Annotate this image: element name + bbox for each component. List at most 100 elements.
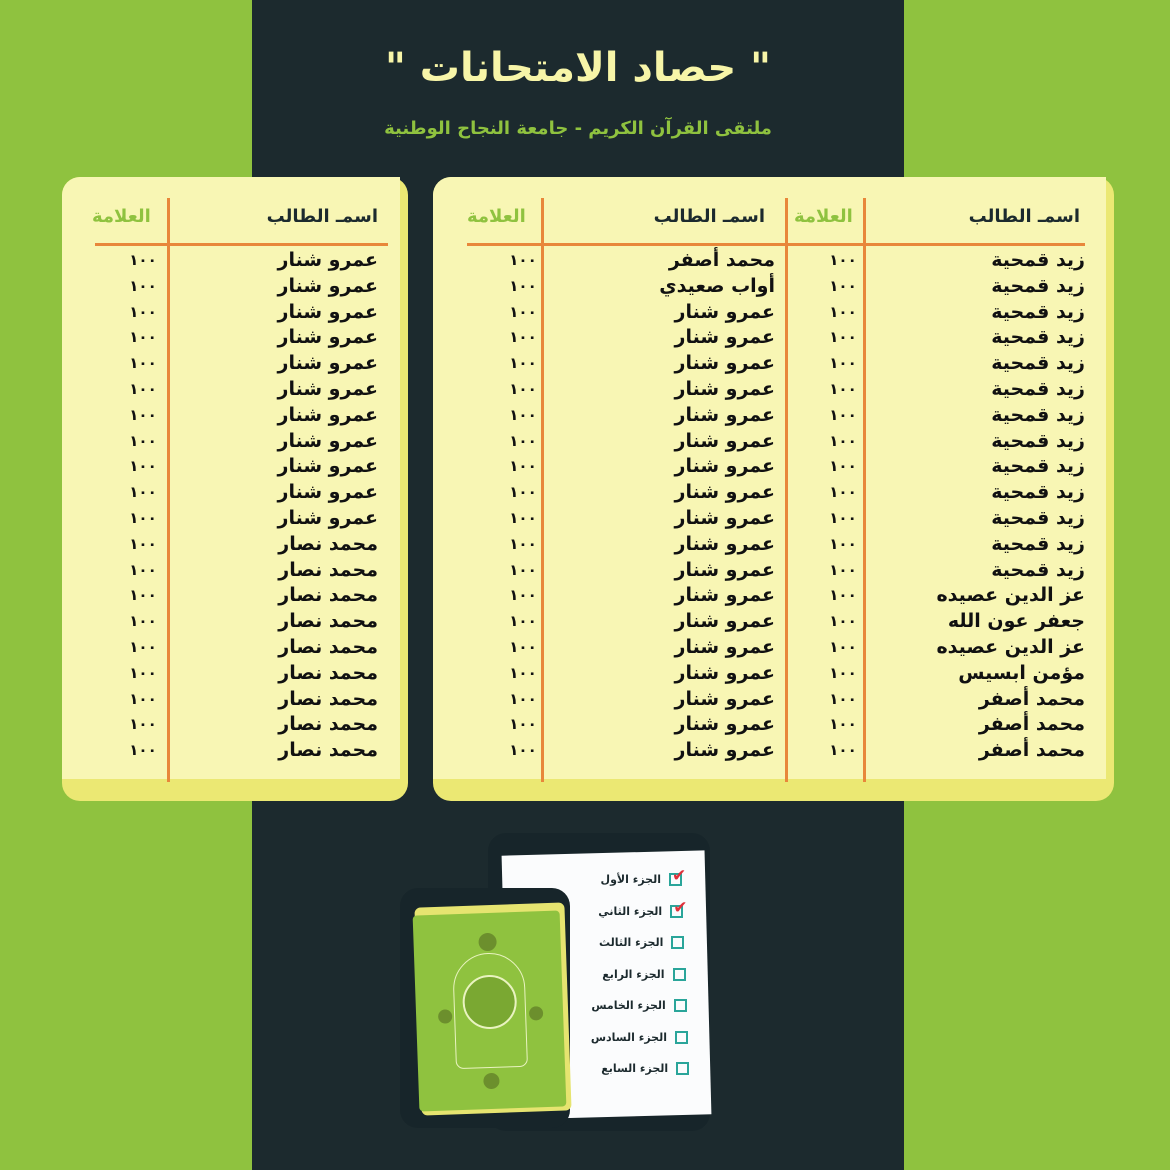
student-name: عمرو شنار	[277, 403, 378, 426]
student-score: ١٠٠	[509, 483, 537, 502]
student-name: عمرو شنار	[277, 300, 378, 323]
column-divider	[785, 198, 788, 782]
checklist-item: الجزء الثالث	[598, 936, 685, 949]
student-name: أواب صعيدي	[659, 274, 775, 297]
student-score: ١٠٠	[129, 405, 157, 424]
student-name: زيد قمحية	[991, 300, 1085, 323]
student-score: ١٠٠	[829, 534, 857, 553]
student-score: ١٠٠	[829, 612, 857, 631]
student-name: زيد قمحية	[991, 352, 1085, 375]
header-score: العلامة	[794, 206, 853, 227]
checkbox-icon	[675, 1030, 688, 1044]
student-name: زيد قمحية	[991, 249, 1085, 271]
student-name: عمرو شنار	[277, 377, 378, 400]
student-score: ١٠٠	[509, 637, 537, 656]
student-score: ١٠٠	[509, 741, 537, 760]
student-name: زيد قمحية	[991, 274, 1085, 297]
student-score: ١٠٠	[129, 483, 157, 502]
student-score: ١٠٠	[129, 534, 157, 553]
page-title: " حصاد الامتحانات "	[385, 45, 771, 91]
student-score: ١٠٠	[829, 741, 857, 760]
student-name: جعفر عون الله	[947, 610, 1085, 633]
checklist-item: الجزء السادس	[590, 1030, 688, 1044]
student-score: ١٠٠	[129, 560, 157, 579]
left-scores-column: ١٠٠ ١٠٠ ١٠٠ ١٠٠ ١٠٠ ١٠٠ ١٠٠ ١٠٠ ١٠٠ ١٠٠ ١٠٠ ١٠٠ ١٠٠ ١…	[118, 248, 168, 764]
student-score: ١٠٠	[509, 302, 537, 321]
student-name: محمد نصار	[278, 687, 378, 710]
student-name: زيد قمحية	[991, 429, 1085, 452]
student-score: ١٠٠	[509, 379, 537, 398]
left-results-card	[62, 177, 408, 801]
checklist-item: ✔ الجزء الأول	[601, 866, 686, 886]
student-score: ١٠٠	[509, 508, 537, 527]
student-score: ١٠٠	[129, 328, 157, 347]
right-scores-column-2: ١٠٠ ١٠٠ ١٠٠ ١٠٠ ١٠٠ ١٠٠ ١٠٠ ١٠٠ ١٠٠ ١٠٠ ١٠٠ ١٠٠ ١٠٠ ١…	[498, 248, 548, 764]
student-name: عز الدين عصيده	[936, 584, 1085, 607]
student-score: ١٠٠	[829, 483, 857, 502]
student-name: محمد أصفر	[978, 739, 1085, 762]
student-name: زيد قمحية	[991, 377, 1085, 400]
student-name: زيد قمحية	[991, 506, 1085, 529]
student-score: ١٠٠	[129, 251, 157, 269]
checklist-item: الجزء السابع	[601, 1062, 690, 1075]
student-name: محمد نصار	[278, 635, 378, 658]
header-name: اسمـ الطالب	[653, 206, 765, 227]
student-score: ١٠٠	[509, 251, 537, 269]
student-name: عمرو شنار	[277, 481, 378, 504]
student-name: عمرو شنار	[277, 352, 378, 375]
student-score: ١٠٠	[829, 560, 857, 579]
student-score: ١٠٠	[129, 741, 157, 760]
student-name: محمد نصار	[278, 610, 378, 633]
student-name: عمرو شنار	[277, 249, 378, 271]
student-score: ١٠٠	[829, 405, 857, 424]
checklist-label: الجزء الثالث	[598, 936, 664, 949]
right-results-card	[433, 177, 1114, 801]
header-score: العلامة	[92, 206, 151, 227]
right-scores-column-1: ١٠٠ ١٠٠ ١٠٠ ١٠٠ ١٠٠ ١٠٠ ١٠٠ ١٠٠ ١٠٠ ١٠٠ ١٠٠ ١٠٠ ١٠٠ ١…	[818, 248, 868, 764]
checkbox-icon	[671, 936, 685, 949]
student-score: ١٠٠	[509, 457, 537, 476]
checkbox-icon	[673, 999, 687, 1012]
column-divider	[167, 198, 170, 782]
student-name: زيد قمحية	[991, 558, 1085, 581]
student-score: ١٠٠	[509, 354, 537, 373]
student-score: ١٠٠	[129, 715, 157, 734]
header-divider	[95, 243, 388, 246]
right-names-column-2: محمد أصفر أواب صعيدي عمرو شنار عمرو شنار عمر…	[555, 248, 775, 764]
checklist-item: الجزء الخامس	[591, 999, 687, 1012]
page-subtitle: ملتقى القرآن الكريم - جامعة النجاح الوطن…	[384, 118, 772, 139]
student-score: ١٠٠	[829, 431, 857, 450]
left-names-column: عمرو شنار عمرو شنار عمرو شنار عمرو شنار عمرو…	[178, 248, 378, 764]
student-score: ١٠٠	[829, 689, 857, 708]
student-score: ١٠٠	[829, 508, 857, 527]
student-score: ١٠٠	[509, 586, 537, 605]
student-name: عمرو شنار	[674, 481, 775, 504]
checklist-item: ✔ الجزء الثاني	[598, 898, 687, 918]
student-name: محمد نصار	[278, 713, 378, 736]
student-score: ١٠٠	[509, 612, 537, 631]
student-score: ١٠٠	[129, 302, 157, 321]
student-name: محمد نصار	[278, 532, 378, 555]
student-name: محمد أصفر	[978, 687, 1085, 710]
checked-box-icon: ✔	[669, 866, 686, 886]
student-score: ١٠٠	[829, 637, 857, 656]
student-name: عمرو شنار	[674, 455, 775, 478]
student-name: محمد نصار	[278, 584, 378, 607]
student-name: عمرو شنار	[674, 635, 775, 658]
checked-box-icon: ✔	[670, 898, 687, 918]
student-score: ١٠٠	[829, 276, 857, 295]
student-score: ١٠٠	[829, 457, 857, 476]
column-divider	[541, 198, 544, 782]
student-score: ١٠٠	[829, 715, 857, 734]
student-score: ١٠٠	[129, 612, 157, 631]
student-score: ١٠٠	[829, 251, 857, 269]
column-divider	[863, 198, 866, 782]
student-name: عمرو شنار	[674, 687, 775, 710]
header-name: اسمـ الطالب	[968, 206, 1080, 227]
student-name: عمرو شنار	[277, 326, 378, 349]
student-score: ١٠٠	[129, 379, 157, 398]
student-name: عمرو شنار	[674, 610, 775, 633]
student-name: عمرو شنار	[674, 739, 775, 762]
checklist-label: الجزء السادس	[590, 1030, 667, 1044]
student-name: عمرو شنار	[674, 713, 775, 736]
